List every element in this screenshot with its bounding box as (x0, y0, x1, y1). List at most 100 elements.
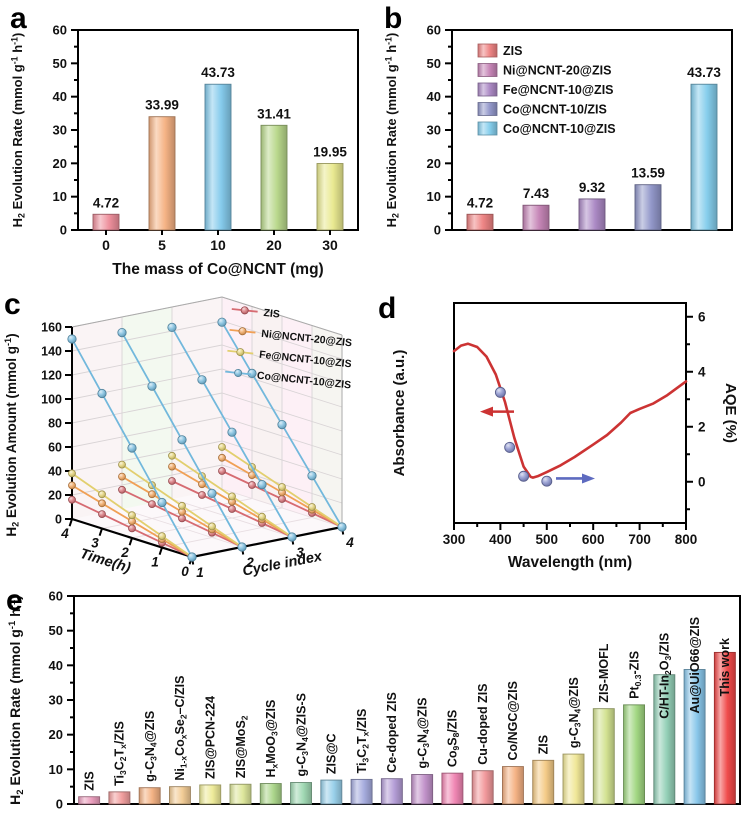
y-axis-label: H2 Evolution Rate (mmol g-1 h-1) (383, 33, 400, 228)
aqe-data-point (494, 386, 506, 398)
h-tick-label: 40 (48, 465, 62, 479)
legend-marker (240, 306, 249, 315)
aqe-data-point (541, 475, 553, 487)
data-point-marker (148, 490, 156, 499)
y-tick-label: 60 (49, 589, 63, 604)
bar (683, 669, 706, 805)
x-axis-label: The mass of Co@NCNT (mg) (112, 261, 323, 278)
data-point-marker (127, 443, 137, 453)
time-tick-label: 3 (91, 536, 99, 551)
bar (260, 124, 288, 231)
panel-d-spectrum-chart: 300 400 500 600 700 800 0 2 4 6 Wavelength (nm) Abs… (374, 285, 748, 585)
data-point-marker (168, 477, 176, 485)
bar-value-label: 4.72 (93, 195, 119, 210)
h-tick-label: 60 (48, 441, 62, 455)
time-tick-label: 4 (60, 526, 69, 541)
chart-b-svg: 0 10 20 30 40 50 60 H2 Evolution Rate (mmol g-1… (383, 23, 733, 238)
data-point-marker (228, 492, 236, 501)
data-point-marker (217, 317, 227, 327)
bar-category-label: ZIS-MOFL (597, 643, 611, 702)
bar-value-label: 9.32 (579, 180, 605, 195)
bar (350, 778, 373, 805)
cycle-tick-label: 4 (345, 535, 354, 550)
legend-swatch (477, 43, 498, 58)
bar-category-label: C/HT-In2O3/ZIS (658, 633, 674, 719)
data-point-marker (278, 495, 286, 503)
bar-category-label: HxMoO3@ZIS (264, 700, 280, 778)
data-point-marker (97, 388, 107, 399)
legend-label: Ni@NCNT-20@ZIS (503, 64, 611, 78)
data-point-marker (258, 512, 266, 521)
panel-label-a: a (10, 2, 27, 35)
right-y-tick-label: 2 (698, 419, 706, 434)
bar-category-label: Ce-doped ZIS (385, 692, 399, 773)
floor-gridline (161, 517, 313, 548)
x-axis-label: Wavelength (nm) (508, 554, 632, 571)
legend-label: Fe@NCNT-10@ZIS (503, 83, 614, 97)
x-tick-label: 700 (628, 532, 651, 547)
y-tick-label: 50 (53, 56, 67, 71)
bar-category-label: Ti3C2Tx/ZIS (113, 721, 129, 786)
bar (690, 83, 718, 231)
bar-category-label: Co9S8/ZIS (446, 710, 462, 767)
x-tick-label: 500 (536, 532, 559, 547)
bar-category-label: ZIS (537, 735, 551, 754)
data-point-marker (337, 522, 347, 532)
panel-a: 0 10 20 30 40 50 60 H2 Evolution Rate (mmol g-1… (0, 0, 374, 285)
cycle-tick-label: 2 (245, 555, 254, 570)
h-tick-label: 140 (41, 345, 62, 359)
data-point-marker (198, 480, 206, 489)
data-point-marker (68, 495, 76, 504)
y-tick-label: 30 (427, 123, 441, 138)
h-tick-label: 80 (48, 417, 62, 431)
bar-category-label: g-C3N4@ZIS (415, 698, 431, 769)
bar (441, 772, 464, 805)
data-point-marker (248, 481, 256, 489)
right-y-axis-label: AQE (%) (722, 383, 739, 443)
legend-swatch (477, 63, 498, 77)
right-y-tick-label: 4 (698, 364, 706, 379)
data-point-marker (237, 542, 247, 552)
data-point-marker (227, 427, 237, 437)
data-point-marker (168, 451, 176, 460)
y-tick-label: 60 (427, 23, 441, 38)
bar-value-label: 13.59 (631, 166, 665, 181)
data-point-marker (178, 514, 186, 523)
right-arrow-head (582, 473, 595, 484)
h-tick-label: 100 (41, 393, 62, 407)
data-point-marker (168, 462, 176, 471)
data-point-marker (207, 488, 217, 498)
y-tick-label: 10 (427, 189, 441, 204)
data-point-marker (67, 334, 77, 344)
h-tick-label: 120 (41, 369, 62, 383)
data-point-marker (308, 503, 316, 511)
x-tick-label: 0 (102, 237, 110, 253)
cycle-axis-label: Cycle index (241, 548, 324, 579)
legend-swatch (477, 121, 498, 136)
bar (502, 766, 524, 805)
bar-value-label: 43.73 (201, 65, 235, 80)
bar-value-label: 4.72 (467, 195, 493, 210)
bar-category-label: ZIS (82, 771, 96, 790)
bar-value-label: 33.99 (145, 98, 179, 113)
legend-marker (238, 327, 247, 336)
x-tick-label: 30 (322, 237, 338, 253)
time-tick-label: 1 (151, 555, 159, 570)
time-tick (98, 528, 103, 537)
bar (199, 784, 222, 805)
h-tick-label: 160 (41, 321, 62, 335)
y-tick-label: 30 (49, 693, 63, 708)
data-point-marker (277, 420, 287, 430)
legend-swatch (477, 82, 498, 97)
bar-category-label: Ti3C2Tx/ZIS (355, 709, 371, 774)
panel-c: 0 20 40 60 80 100 120 140 160 4 3 2 1 0 1 2 3 4 Time(h) Cyc… (0, 285, 374, 580)
bar (148, 116, 176, 231)
cycle-axis (191, 525, 343, 559)
data-point-marker (98, 510, 106, 519)
cycle-tick-label: 1 (196, 565, 204, 580)
y-tick-label: 20 (427, 156, 441, 171)
y-tick-label: 20 (53, 156, 67, 171)
panel-label-d: d (378, 292, 397, 325)
